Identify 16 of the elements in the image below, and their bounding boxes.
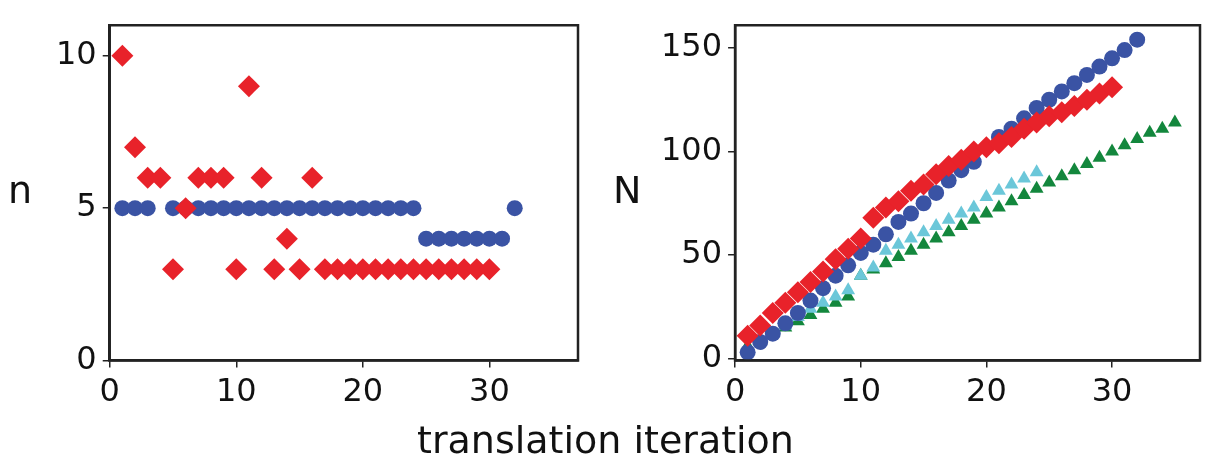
y-tick-label: 150 xyxy=(661,26,723,65)
y-axis-title: N xyxy=(613,167,642,212)
x-tick-label: 30 xyxy=(469,371,510,410)
y-tick-label: 5 xyxy=(76,186,97,225)
x-tick-label: 10 xyxy=(215,371,257,410)
x-tick-label: 20 xyxy=(342,371,384,410)
x-tick-label: 30 xyxy=(1091,371,1133,410)
x-axis-title: translation iteration xyxy=(416,418,795,462)
x-tick-label: 10 xyxy=(840,371,882,410)
y-tick-label: 50 xyxy=(681,233,723,272)
y-tick-label: 0 xyxy=(76,338,97,377)
y-tick-label: 100 xyxy=(661,129,723,168)
y-tick-label: 0 xyxy=(701,336,723,375)
x-tick-label: 20 xyxy=(966,371,1007,410)
y-tick-label: 10 xyxy=(56,34,97,72)
y-axis-title: n xyxy=(8,167,33,212)
